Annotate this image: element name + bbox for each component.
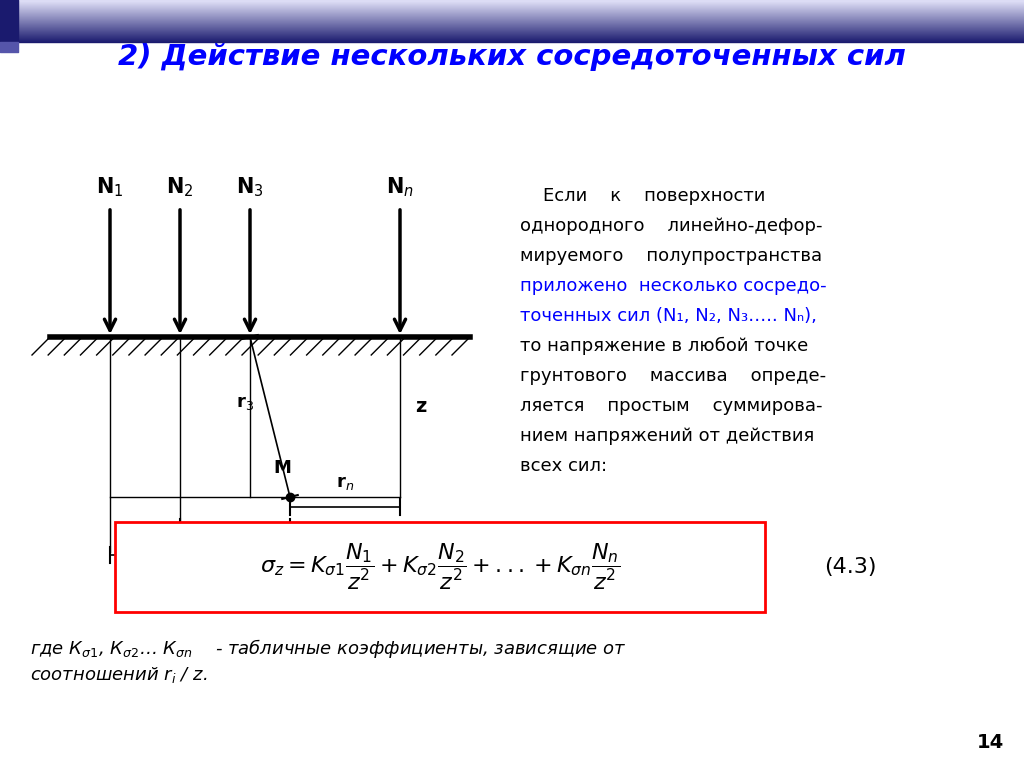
Text: нием напряжений от действия: нием напряжений от действия [520, 427, 814, 445]
Text: r$_2$: r$_2$ [226, 543, 244, 561]
Text: ляется    простым    суммирова-: ляется простым суммирова- [520, 397, 822, 415]
Text: r$_1$: r$_1$ [191, 571, 209, 589]
Text: однородного    линейно-дефор-: однородного линейно-дефор- [520, 217, 822, 235]
Text: 14: 14 [976, 733, 1004, 752]
Text: соотношений r$_i$ / z.: соотношений r$_i$ / z. [30, 665, 208, 685]
Text: (4.3): (4.3) [823, 557, 877, 577]
FancyBboxPatch shape [115, 522, 765, 612]
Text: N$_1$: N$_1$ [96, 176, 124, 199]
Text: 2) Действие нескольких сосредоточенных сил: 2) Действие нескольких сосредоточенных с… [118, 43, 906, 71]
Text: M: M [273, 459, 291, 477]
Text: приложено  несколько сосредо-: приложено несколько сосредо- [520, 277, 826, 295]
Text: N$_n$: N$_n$ [386, 176, 414, 199]
Text: z: z [415, 397, 426, 416]
Text: N$_3$: N$_3$ [237, 176, 264, 199]
Text: грунтового    массива    опреде-: грунтового массива опреде- [520, 367, 826, 385]
Text: N$_2$: N$_2$ [166, 176, 194, 199]
Text: где К$_{\sigma1}$, К$_{\sigma2}$… К$_{\sigma n}$    - табличные коэффициенты, за: где К$_{\sigma1}$, К$_{\sigma2}$… К$_{\s… [30, 637, 627, 660]
Text: всех сил:: всех сил: [520, 457, 607, 475]
Text: точенных сил (N₁, N₂, N₃….. Nₙ),: точенных сил (N₁, N₂, N₃….. Nₙ), [520, 307, 817, 325]
Text: $\sigma_z = K_{\sigma 1}\dfrac{N_1}{z^2} + K_{\sigma 2}\dfrac{N_2}{z^2} + ... + : $\sigma_z = K_{\sigma 1}\dfrac{N_1}{z^2}… [260, 542, 621, 592]
Text: r$_3$: r$_3$ [236, 394, 254, 412]
Text: r$_n$: r$_n$ [336, 474, 354, 492]
Text: мируемого    полупространства: мируемого полупространства [520, 247, 822, 265]
Text: то напряжение в любой точке: то напряжение в любой точке [520, 337, 808, 355]
Text: Если    к    поверхности: Если к поверхности [520, 187, 765, 205]
